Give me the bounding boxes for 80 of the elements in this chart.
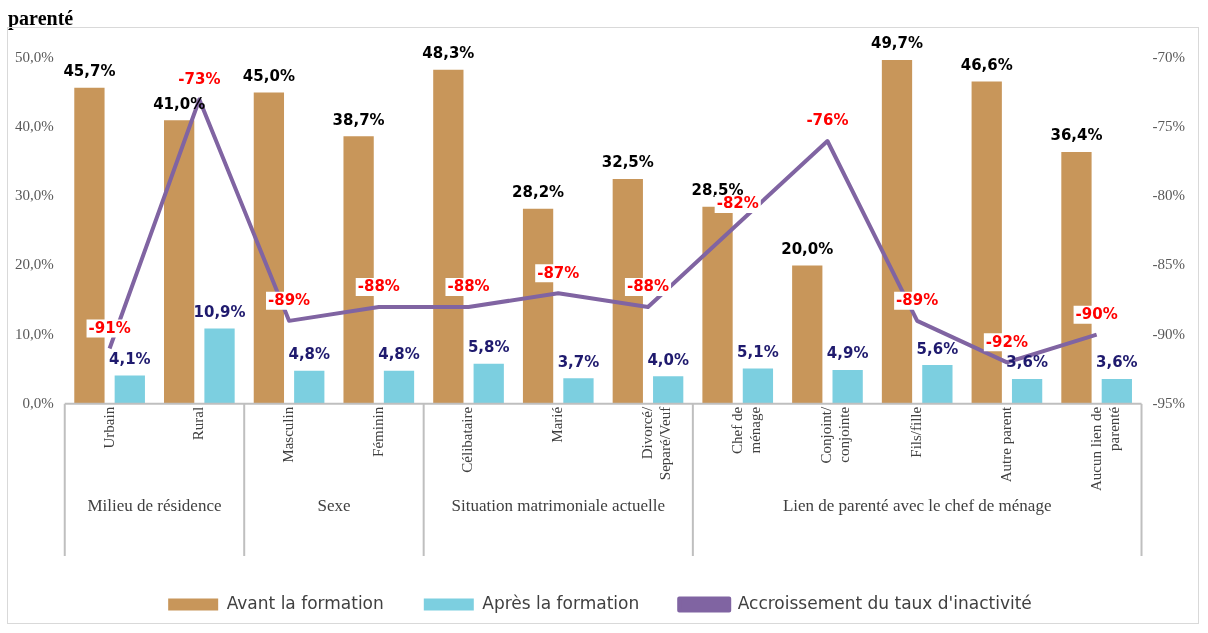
y-tick-label: 30,0% [15,187,54,204]
data-label: -87% [537,263,580,282]
data-label: 4,0% [647,350,689,369]
text: Lien de parenté avec le chef de ménage [782,495,1052,515]
data-label: 36,4% [1050,126,1103,145]
bar [294,370,325,404]
text: Sexe [317,495,351,515]
bar [702,206,733,404]
bar [792,265,823,404]
data-label: -89% [268,291,311,310]
bar [653,376,684,404]
data-label: 5,1% [737,342,779,361]
data-label: 5,8% [467,338,510,357]
data-label: -88% [626,277,670,296]
x-tick-label: Urbain [100,406,117,449]
bar [1101,378,1132,404]
data-label: -90% [1075,305,1118,324]
legend-label: Avant la formation [226,592,384,613]
y2-tick-label: -85% [1152,256,1186,273]
bar [563,378,594,404]
x-tick-label: Célibataire [459,406,476,473]
data-label: 4,1% [108,349,151,368]
text: Milieu de résidence [87,495,222,515]
x-tick-label: Divorcé/ Separé/Veuf [638,406,673,481]
data-label: 49,7% [870,34,924,53]
y2-tick-label: -70% [1152,48,1186,65]
data-label: 45,7% [63,62,116,81]
data-label: -73% [178,69,221,88]
x-tick-label: Marié [549,406,566,443]
bar [164,120,195,404]
x-tick-label: Rural [190,406,207,441]
data-label: 3,6% [1096,353,1138,372]
x-tick-label: Autre parent [997,406,1014,483]
data-label: 4,9% [826,344,869,363]
chart-title: parenté [8,7,75,29]
y-tick-label: 10,0% [15,325,54,342]
x-tick-label: Aucun lien de parenté [1087,406,1122,491]
data-label: 10,9% [193,302,246,321]
data-label: 3,7% [557,352,600,371]
bar [832,369,863,404]
x-tick-label: Chef de ménage [728,406,763,454]
data-label: 5,6% [916,339,959,358]
data-label: 4,8% [288,345,331,364]
data-label: 20,0% [781,239,834,258]
y2-tick-label: -95% [1152,394,1186,411]
data-label: -92% [985,332,1028,351]
y-tick-label: 40,0% [15,118,54,135]
x-tick-label: Masculin [280,406,297,463]
x-tick-label: Féminin [369,406,386,457]
data-label: 46,6% [960,55,1013,74]
bar [1011,378,1043,404]
data-label: -76% [806,111,849,130]
data-label: 4,8% [378,345,420,364]
data-label: 28,2% [512,183,565,202]
bar [204,328,235,404]
data-label: -89% [896,291,939,310]
bar [114,375,145,404]
bar [473,363,504,404]
y2-tick-label: -80% [1152,187,1186,204]
y2-tick-label: -75% [1152,118,1186,135]
data-label: -91% [88,318,131,337]
data-label: 38,7% [332,110,385,129]
y-tick-label: 0,0% [22,394,54,411]
y-tick-label: 50,0% [15,48,54,65]
x-tick-label: Fils/fille [908,406,925,458]
data-label: -88% [447,277,490,296]
data-label: 48,3% [422,44,475,63]
data-label: 3,6% [1006,353,1048,372]
data-label: 32,5% [601,153,654,172]
text: Situation matrimoniale actuelle [451,495,665,515]
bar [922,365,953,404]
data-label: -88% [357,277,400,296]
y2-tick-label: -90% [1152,325,1186,342]
x-tick-label: Conjoint/ conjointe [818,406,853,464]
bar [383,370,415,404]
y-tick-label: 20,0% [15,256,54,273]
legend-label: Accroissement du taux d'inactivité [737,592,1032,613]
bar [742,368,774,404]
legend-label: Après la formation [482,592,640,613]
data-label: 45,0% [242,66,295,85]
